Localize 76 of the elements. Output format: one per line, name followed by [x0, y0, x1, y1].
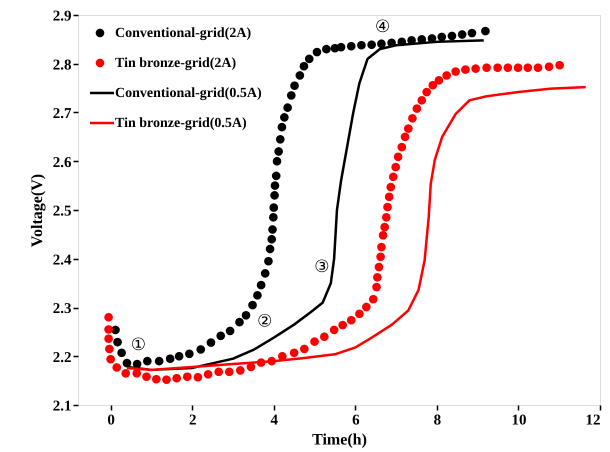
point [268, 225, 277, 234]
point [216, 331, 226, 340]
point [242, 310, 250, 320]
point [290, 81, 299, 90]
point [336, 42, 346, 52]
point [266, 244, 274, 254]
point [264, 256, 273, 266]
annotation: ④ [374, 16, 390, 37]
point [322, 44, 331, 54]
point [458, 30, 466, 39]
legend-label: Conventional-grid(0.5A) [115, 86, 262, 101]
legend-label: Tin bronze-grid(0.5A) [115, 116, 248, 131]
point [276, 134, 285, 144]
point [448, 32, 456, 40]
point [117, 348, 126, 358]
point [113, 338, 122, 346]
x-tick-label: 2 [188, 412, 196, 428]
point [300, 62, 308, 71]
point [272, 172, 281, 180]
point [346, 42, 356, 51]
y-tick-label: 2.9 [52, 8, 72, 24]
point [174, 352, 184, 361]
point [206, 338, 216, 347]
point [267, 234, 276, 244]
point [260, 269, 270, 278]
point [253, 290, 262, 300]
annotation: ① [130, 335, 146, 356]
point [437, 32, 446, 42]
point [185, 349, 194, 358]
y-tick-label: 2.2 [52, 350, 72, 366]
point [367, 40, 376, 50]
x-axis-title: Time(h) [312, 432, 367, 448]
y-tick-label: 2.3 [52, 301, 72, 317]
y-tick-label: 2.8 [52, 57, 72, 74]
point [296, 71, 304, 80]
y-tick-label: 2.1 [52, 398, 72, 414]
x-tick-label: 4 [270, 412, 278, 428]
point [304, 54, 314, 64]
point [283, 103, 292, 112]
legend-label: Tin bronze-grid(2A) [115, 56, 237, 71]
x-tick-label: 6 [352, 412, 360, 428]
point [468, 28, 476, 38]
point [286, 91, 296, 100]
annotation: ③ [314, 257, 330, 278]
point [272, 156, 282, 166]
point [274, 147, 283, 156]
point [270, 181, 280, 190]
point [269, 203, 278, 212]
y-axis-title: Voltage(V) [28, 174, 46, 248]
x-tick-label: 12 [586, 412, 600, 428]
point [377, 39, 386, 48]
point [270, 191, 279, 200]
point [256, 280, 266, 290]
y-tick-label: 2.7 [52, 106, 72, 122]
point [122, 358, 132, 368]
point [248, 300, 257, 310]
y-tick-label: 2.5 [52, 204, 72, 220]
point [280, 113, 289, 122]
point [143, 356, 152, 366]
point [154, 356, 164, 366]
point [357, 40, 366, 50]
point [235, 318, 244, 326]
point [166, 354, 174, 364]
y-tick-label: 2.6 [52, 154, 72, 171]
point [269, 212, 278, 222]
point [312, 48, 322, 56]
x-tick-label: 10 [511, 412, 526, 428]
x-tick-label: 8 [434, 412, 442, 428]
point [226, 326, 234, 336]
annotation: ② [257, 312, 272, 332]
legend-label: Conventional-grid(2A) [115, 26, 252, 41]
x-tick-label: 0 [107, 412, 115, 428]
y-tick-label: 2.4 [52, 252, 72, 268]
point [278, 122, 286, 132]
point [481, 26, 490, 36]
point [196, 345, 206, 354]
